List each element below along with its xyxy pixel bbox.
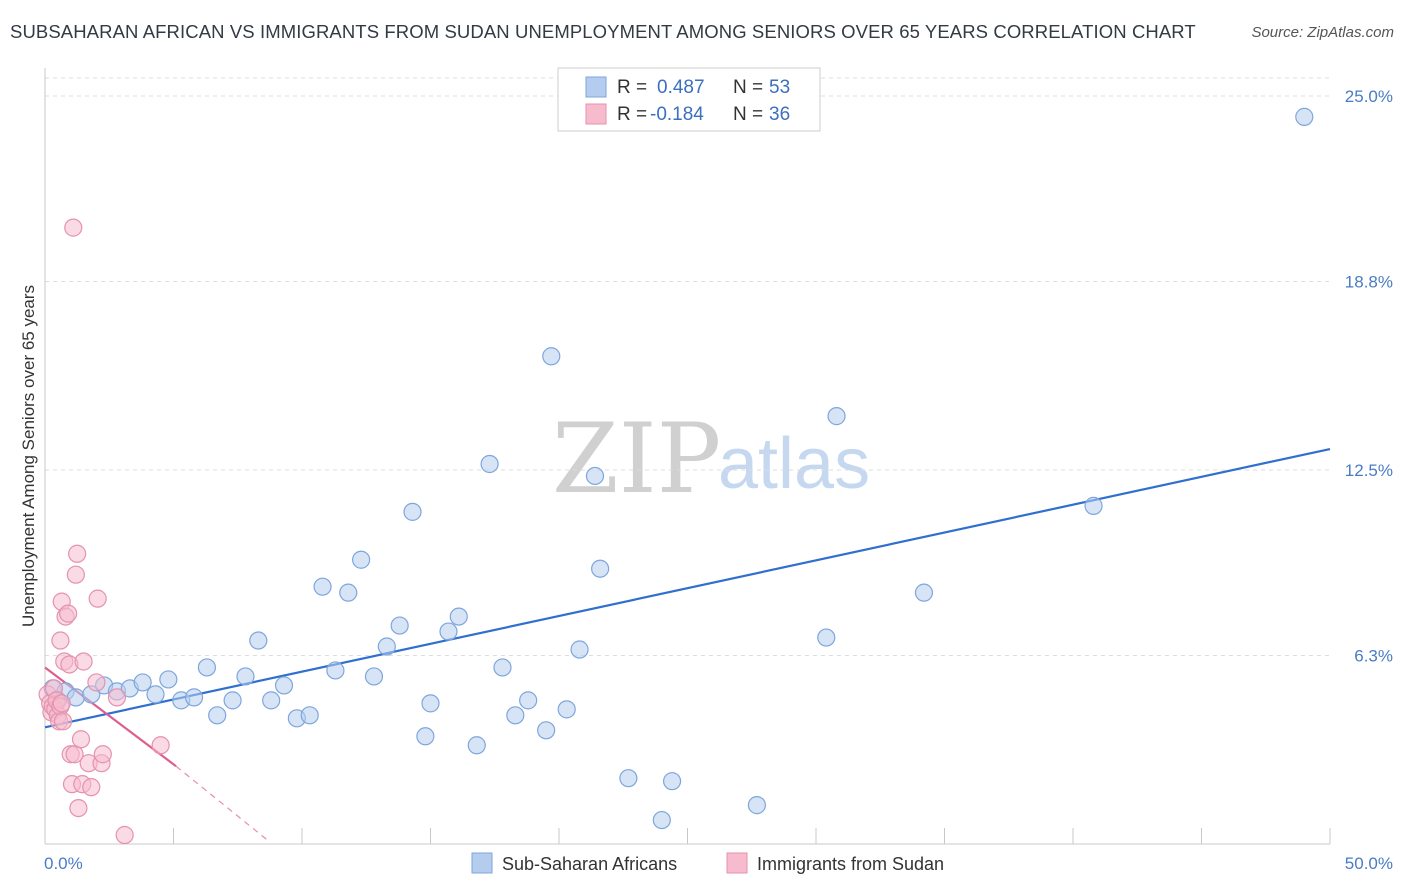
point-sub-saharan-africans [585, 466, 605, 486]
legend-swatch-blue [585, 76, 607, 98]
point-sub-saharan-africans [313, 577, 332, 596]
bottom-legend-swatch-pink [726, 852, 748, 874]
point-sub-saharan-africans [480, 454, 499, 474]
point-sub-saharan-africans [159, 670, 178, 689]
y-axis-label: Unemployment Among Seniors over 65 years [19, 285, 38, 627]
x-tick-label-min: 0.0% [44, 854, 83, 873]
legend-n-label-1: N = [733, 77, 763, 98]
point-sub-saharan-africans [208, 706, 227, 725]
trendline-sub-saharan-africans [44, 447, 1331, 729]
point-immigrants-from-sudan [115, 825, 134, 845]
bottom-legend-label-1: Sub-Saharan Africans [502, 854, 677, 874]
point-sub-saharan-africans [662, 772, 682, 791]
point-sub-saharan-africans [827, 407, 846, 426]
legend-swatch-pink [585, 103, 607, 125]
legend-n-value-1: 53 [769, 77, 790, 98]
point-sub-saharan-africans [467, 736, 486, 755]
point-sub-saharan-africans [519, 691, 538, 710]
point-sub-saharan-africans [421, 694, 440, 713]
point-sub-saharan-africans [570, 640, 589, 659]
trendline-immigrants-from-sudan-extension [175, 765, 269, 842]
point-immigrants-from-sudan [87, 673, 106, 692]
point-immigrants-from-sudan [151, 736, 170, 755]
point-immigrants-from-sudan [88, 589, 107, 608]
data-points [38, 107, 1314, 845]
x-tick-label-max: 50.0% [1345, 854, 1393, 873]
point-sub-saharan-africans [493, 658, 512, 677]
point-sub-saharan-africans [537, 721, 556, 740]
y-tick-label: 25.0% [1345, 87, 1393, 106]
point-sub-saharan-africans [1295, 107, 1314, 126]
legend-r-value-2: -0.184 [650, 104, 704, 125]
point-sub-saharan-africans [274, 676, 294, 695]
point-immigrants-from-sudan [59, 604, 78, 623]
point-sub-saharan-africans [416, 727, 435, 746]
y-tick-label: 12.5% [1345, 461, 1393, 480]
point-sub-saharan-africans [146, 685, 165, 704]
legend-r-value-1: 0.487 [657, 77, 705, 98]
point-sub-saharan-africans [390, 616, 409, 635]
point-immigrants-from-sudan [69, 798, 88, 818]
point-sub-saharan-africans [591, 559, 610, 578]
point-sub-saharan-africans [223, 691, 242, 710]
legend-n-value-2: 36 [769, 104, 790, 125]
point-sub-saharan-africans [326, 661, 345, 680]
point-sub-saharan-africans [403, 502, 422, 521]
watermark-atlas: atlas [718, 424, 870, 504]
point-sub-saharan-africans [542, 347, 561, 366]
point-sub-saharan-africans [262, 691, 281, 710]
series-legend: Sub-Saharan Africans Immigrants from Sud… [471, 852, 944, 874]
point-immigrants-from-sudan [107, 688, 127, 707]
point-sub-saharan-africans [236, 667, 255, 686]
point-immigrants-from-sudan [65, 745, 84, 764]
point-immigrants-from-sudan [82, 778, 101, 797]
legend-r-label-1: R = [617, 77, 647, 98]
point-immigrants-from-sudan [71, 730, 91, 749]
source-credit: Source: ZipAtlas.com [1251, 24, 1394, 41]
watermark-zip: ZIP [552, 403, 721, 515]
y-tick-label: 6.3% [1354, 646, 1393, 665]
point-sub-saharan-africans [439, 622, 458, 641]
point-immigrants-from-sudan [53, 712, 73, 731]
y-tick-labels: 6.3% 12.5% 18.8% 25.0% [1345, 87, 1393, 666]
point-sub-saharan-africans [914, 583, 934, 602]
point-sub-saharan-africans [352, 550, 371, 569]
point-sub-saharan-africans [377, 637, 396, 656]
point-sub-saharan-africans [339, 583, 358, 602]
point-immigrants-from-sudan [66, 565, 85, 584]
correlation-legend: R = 0.487 N = 53 R = -0.184 N = 36 [557, 67, 821, 132]
point-sub-saharan-africans [506, 706, 525, 725]
legend-r-label-2: R = [617, 104, 647, 125]
point-immigrants-from-sudan [51, 631, 70, 650]
point-sub-saharan-africans [184, 688, 204, 707]
point-immigrants-from-sudan [74, 652, 93, 671]
point-sub-saharan-africans [557, 700, 576, 719]
point-sub-saharan-africans [449, 607, 468, 626]
point-sub-saharan-africans [1084, 496, 1103, 515]
point-sub-saharan-africans [619, 769, 638, 788]
point-immigrants-from-sudan [68, 544, 87, 563]
point-sub-saharan-africans [364, 667, 384, 686]
bottom-legend-swatch-blue [471, 852, 493, 874]
point-sub-saharan-africans [300, 706, 319, 725]
point-sub-saharan-africans [197, 658, 217, 677]
point-sub-saharan-africans [133, 673, 152, 692]
point-sub-saharan-africans [249, 631, 268, 650]
point-immigrants-from-sudan [64, 218, 83, 237]
point-sub-saharan-africans [747, 796, 766, 815]
chart-title: SUBSAHARAN AFRICAN VS IMMIGRANTS FROM SU… [10, 21, 1196, 42]
y-tick-label: 18.8% [1345, 272, 1393, 291]
point-immigrants-from-sudan [52, 694, 71, 713]
gridlines [45, 77, 1330, 656]
point-sub-saharan-africans [652, 810, 671, 830]
point-sub-saharan-africans [817, 628, 836, 647]
bottom-legend-label-2: Immigrants from Sudan [757, 854, 944, 874]
point-immigrants-from-sudan [93, 745, 112, 764]
legend-n-label-2: N = [733, 104, 763, 125]
